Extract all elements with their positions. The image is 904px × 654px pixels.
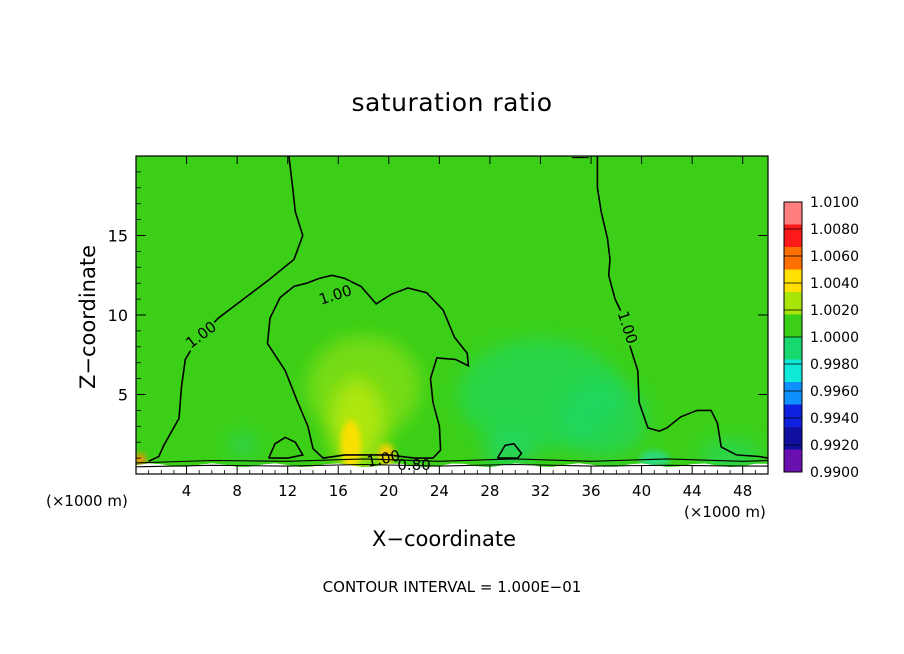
x-tick-label: 44 xyxy=(683,482,702,500)
contour-line xyxy=(266,274,470,459)
contour-line xyxy=(148,156,304,463)
contour-line xyxy=(267,436,305,459)
data-field xyxy=(136,156,768,474)
colorbar-swatch xyxy=(784,404,802,428)
contour-line xyxy=(136,463,768,468)
x-tick-label: 20 xyxy=(379,482,398,500)
x-tick-label: 28 xyxy=(480,482,499,500)
field-anomaly xyxy=(559,378,648,459)
plot-frame xyxy=(135,155,769,475)
colorbar-label: 1.0080 xyxy=(810,222,859,238)
contour-interval-note: CONTOUR INTERVAL = 1.000E−01 xyxy=(322,578,582,596)
x-tick-label: 24 xyxy=(430,482,449,500)
colorbar-swatch xyxy=(784,382,802,405)
colorbar-swatch xyxy=(784,314,802,338)
colorbar-label: 0.9960 xyxy=(810,384,859,400)
colorbar-swatch xyxy=(784,269,802,293)
field-background xyxy=(136,156,768,474)
y-tick-label: 15 xyxy=(108,227,128,246)
colorbar-swatch xyxy=(784,224,802,248)
colorbar-label: 1.0040 xyxy=(810,276,859,292)
colorbar-label: 0.9940 xyxy=(810,411,859,427)
x-tick-label: 4 xyxy=(182,482,192,500)
colorbar-label: 0.9980 xyxy=(810,357,859,373)
x-unit-note-right: (×1000 m) xyxy=(684,503,766,521)
x-unit-note-left: (×1000 m) xyxy=(46,492,128,510)
colorbar-swatch xyxy=(784,427,802,450)
field-anomaly xyxy=(698,439,762,471)
x-axis-label: X−coordinate xyxy=(372,527,516,551)
field-anomaly xyxy=(228,432,259,459)
x-axis: 4 8 12 16 20 24 28 32 36 40 44 48 xyxy=(148,156,756,500)
field-anomaly xyxy=(483,431,535,470)
x-tick-label: 12 xyxy=(278,482,297,500)
colorbar-label: 0.9920 xyxy=(810,438,859,454)
y-tick-label: 10 xyxy=(108,306,128,325)
x-tick-label: 48 xyxy=(733,482,752,500)
colorbar-swatch xyxy=(784,337,802,360)
contour-label-text: 0.80 xyxy=(397,456,430,474)
colorbar-label: 1.0100 xyxy=(810,195,859,211)
y-tick-label: 5 xyxy=(118,386,128,405)
contour-label: 0.80 xyxy=(397,456,430,474)
colorbar-label: 1.0060 xyxy=(810,249,859,265)
x-tick-label: 36 xyxy=(581,482,600,500)
field-anomaly xyxy=(340,419,361,471)
contour-line xyxy=(496,442,523,459)
y-axis-label: Z−coordinate xyxy=(76,245,100,389)
colorbar-swatch xyxy=(784,449,802,473)
colorbar-swatch xyxy=(784,247,802,270)
colorbar-swatch xyxy=(784,292,802,315)
y-axis: 5 10 15 xyxy=(108,171,768,459)
ground-layer xyxy=(136,463,768,474)
colorbar-swatch xyxy=(784,359,802,383)
contour-line xyxy=(596,156,768,459)
contour-line xyxy=(136,458,768,464)
colorbar: 1.0100 1.0080 1.0060 1.0040 1.0020 1.0000 0.99… xyxy=(783,195,859,481)
x-tick-label: 40 xyxy=(632,482,651,500)
colorbar-swatch xyxy=(784,202,802,225)
colorbar-label: 0.9900 xyxy=(810,465,859,481)
x-tick-label: 32 xyxy=(531,482,550,500)
x-tick-label: 8 xyxy=(232,482,242,500)
colorbar-label: 1.0000 xyxy=(810,330,859,346)
x-tick-label: 16 xyxy=(329,482,348,500)
colorbar-label: 1.0020 xyxy=(810,303,859,319)
chart-title: saturation ratio xyxy=(351,88,553,117)
